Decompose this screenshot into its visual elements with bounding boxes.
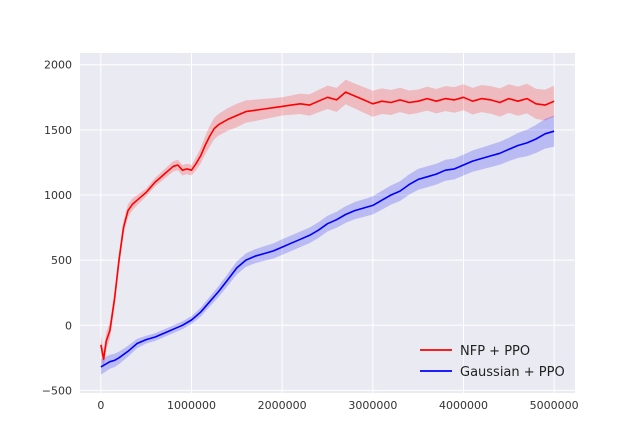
x-tick-label: 4000000	[439, 399, 488, 412]
legend-label-1: Gaussian + PPO	[460, 365, 565, 380]
y-tick-label: 500	[51, 254, 72, 267]
x-tick-label: 1000000	[167, 399, 216, 412]
x-tick-label: 5000000	[530, 399, 579, 412]
series-band-1	[100, 115, 555, 375]
x-tick-label: 3000000	[348, 399, 397, 412]
y-tick-label: 2000	[44, 59, 72, 72]
x-tick-label: 0	[97, 399, 104, 412]
y-tick-label: 1500	[44, 124, 72, 137]
y-tick-label: 1000	[44, 189, 72, 202]
y-tick-label: −500	[42, 384, 72, 397]
series-line-1	[100, 130, 555, 368]
series-band-0	[100, 79, 555, 369]
series-line-0	[100, 91, 555, 360]
x-tick-label: 2000000	[258, 399, 307, 412]
legend-label-0: NFP + PPO	[460, 344, 530, 359]
y-tick-label: 0	[65, 319, 72, 332]
